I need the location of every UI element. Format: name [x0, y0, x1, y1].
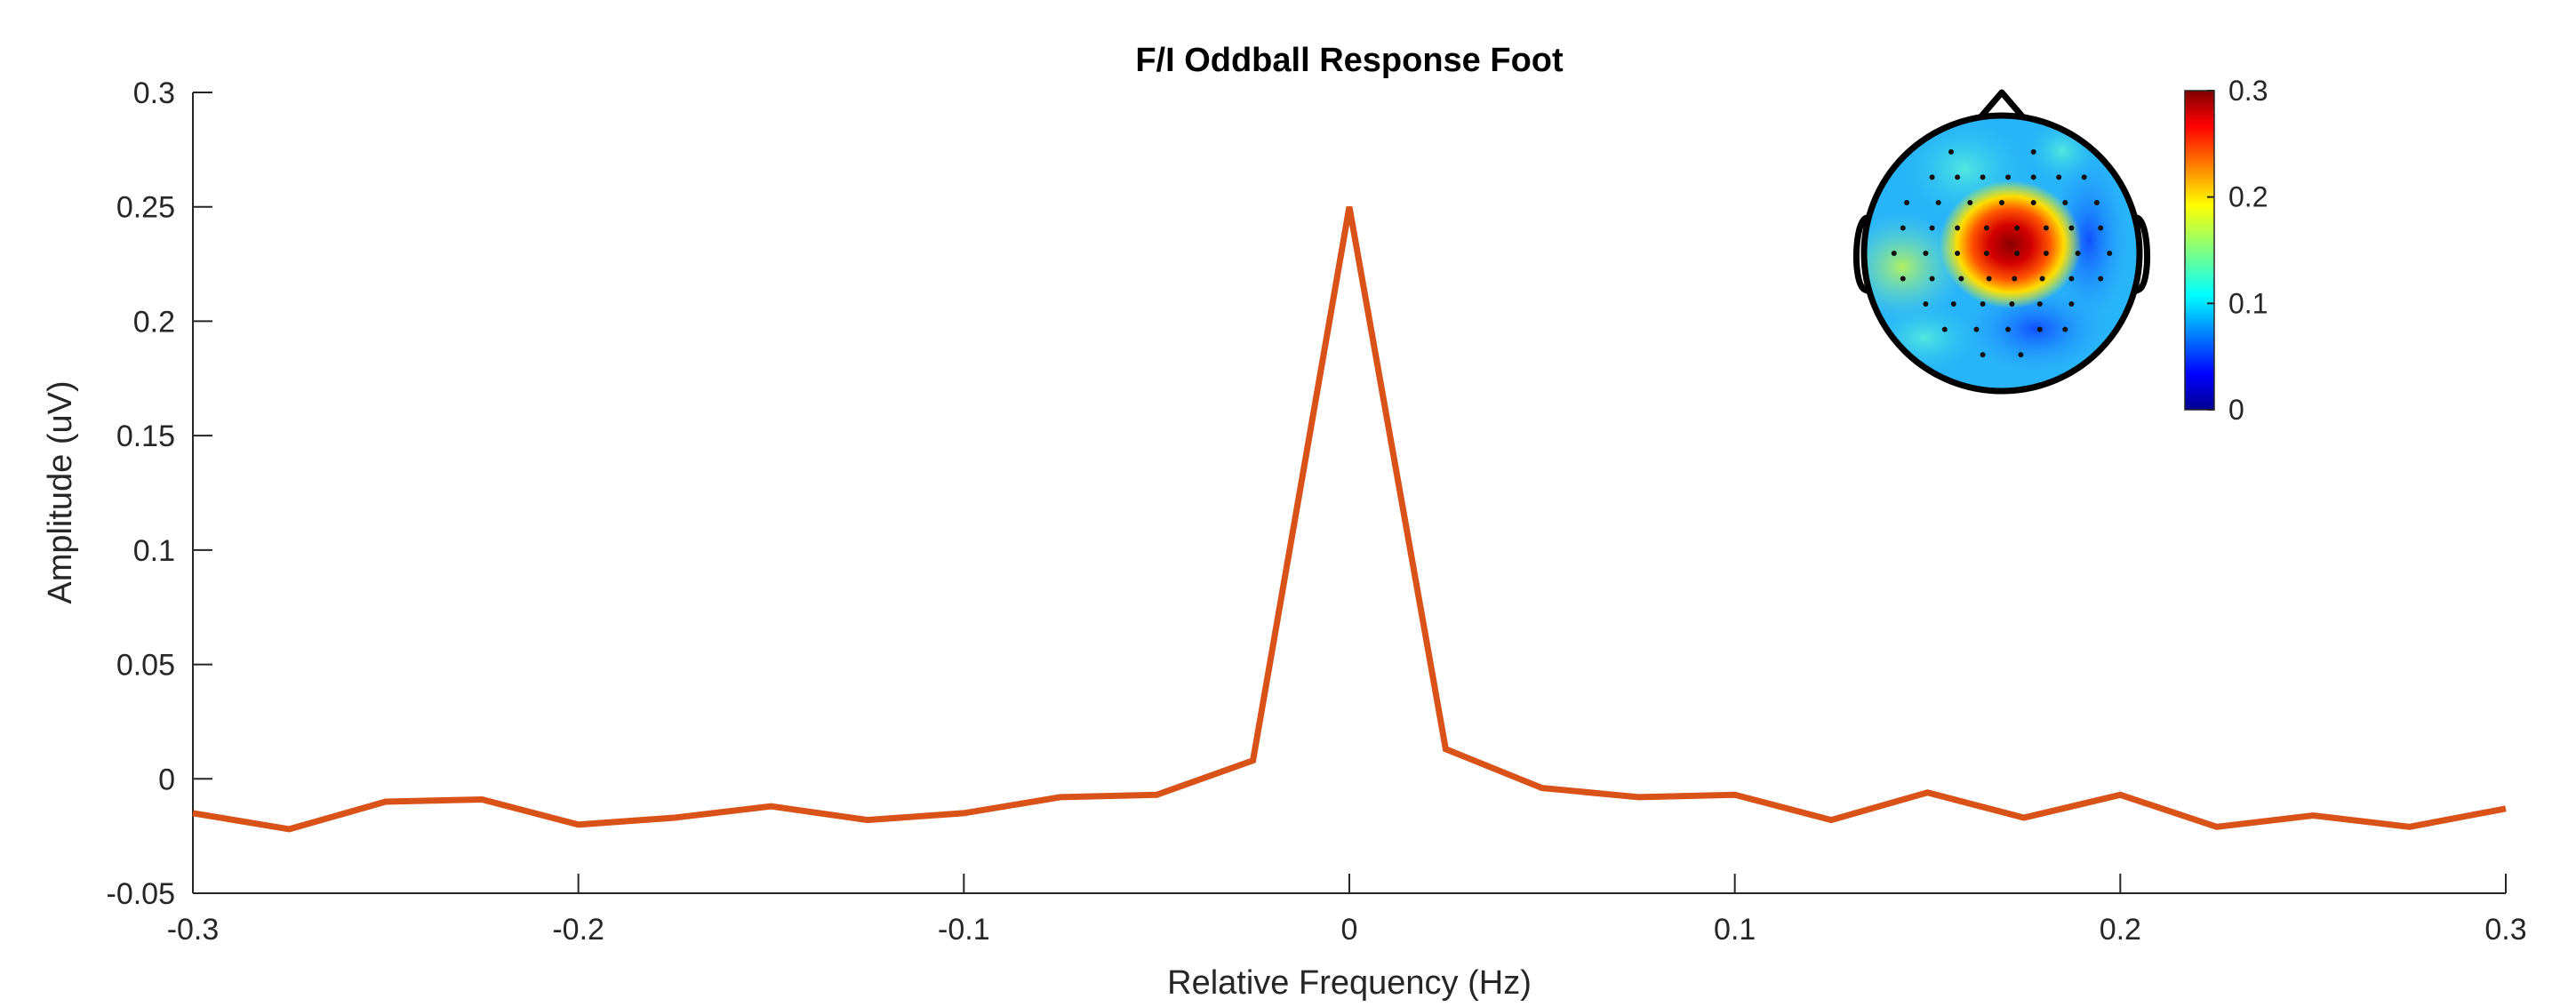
- electrode-dot: [1900, 276, 1906, 282]
- electrode-dot: [2036, 326, 2043, 332]
- head-outline: [1860, 112, 2143, 395]
- electrode-dot: [1955, 225, 1961, 231]
- electrode-dot: [2098, 276, 2104, 282]
- electrode-dot: [2107, 251, 2113, 256]
- electrode-dot: [1923, 251, 1929, 256]
- electrode-dot: [2030, 174, 2036, 180]
- electrode-dot: [1980, 352, 1986, 358]
- electrode-dot: [2062, 326, 2068, 332]
- y-tick-label: 0.25: [116, 191, 175, 225]
- electrode-dot: [2030, 200, 2036, 205]
- x-tick-label: -0.2: [552, 913, 604, 947]
- electrode-markers: [1891, 148, 2113, 358]
- electrode-dot: [2005, 326, 2012, 332]
- x-tick-label: 0: [1341, 913, 1358, 947]
- y-tick-label: 0: [158, 763, 175, 796]
- electrode-dot: [1983, 225, 1989, 231]
- electrode-dot: [2014, 225, 2020, 231]
- y-ticks: -0.05 0 0.05 0.1 0.15 0.2 0.25 0.3: [107, 76, 212, 911]
- series-line-0: [192, 206, 2507, 833]
- x-tick-label: 0.1: [1714, 913, 1756, 947]
- electrode-dot: [1980, 174, 1986, 180]
- electrode-dot: [1891, 251, 1897, 256]
- electrode-dot: [2062, 200, 2068, 205]
- electrode-dot: [2036, 301, 2043, 307]
- electrode-dot: [2005, 174, 2012, 180]
- x-tick-label: 0.3: [2484, 913, 2526, 947]
- y-tick-label: 0.3: [133, 76, 175, 110]
- electrode-dot: [2012, 276, 2018, 282]
- electrode-dot: [2056, 174, 2062, 180]
- colorbar-tick-label: 0.3: [2228, 75, 2268, 107]
- colorbar-ticks: 0 0.1 0.2 0.3: [2207, 75, 2268, 426]
- electrode-dot: [2068, 276, 2075, 282]
- x-tick-label: -0.3: [167, 913, 220, 947]
- electrode-dot: [1980, 301, 1986, 307]
- electrode-dot: [1929, 174, 1935, 180]
- electrode-dot: [2098, 225, 2104, 231]
- electrode-dot: [2093, 200, 2100, 205]
- x-axis-title: Relative Frequency (Hz): [1167, 964, 1532, 1002]
- electrode-dot: [2009, 301, 2015, 307]
- electrode-dot: [1986, 276, 1992, 282]
- electrode-dot: [1948, 148, 1954, 155]
- electrode-dot: [1900, 225, 1906, 231]
- electrode-dot: [2039, 276, 2045, 282]
- y-tick-label: 0.05: [116, 649, 175, 683]
- electrode-dot: [1929, 225, 1935, 231]
- x-ticks: -0.3 -0.2 -0.1 0 0.1 0.2 0.3: [167, 874, 2527, 947]
- electrode-dot: [2030, 148, 2036, 155]
- y-tick-label: 0.1: [133, 534, 175, 568]
- y-tick-label: 0.15: [116, 420, 175, 453]
- y-tick-label: 0.2: [133, 305, 175, 339]
- electrode-dot: [1955, 251, 1961, 256]
- electrode-dot: [1904, 200, 1910, 205]
- electrode-dot: [2018, 352, 2024, 358]
- electrode-dot: [1967, 200, 1973, 205]
- electrode-dot: [2068, 301, 2075, 307]
- colorbar-tick-label: 0: [2228, 394, 2244, 426]
- y-tick-label: -0.05: [107, 877, 176, 911]
- x-tick-label: 0.2: [2100, 913, 2141, 947]
- colorbar-gradient: [2184, 90, 2215, 411]
- electrode-dot: [2043, 225, 2049, 231]
- colorbar-tick-label: 0.1: [2228, 287, 2268, 319]
- colorbar-tick-label: 0.2: [2228, 181, 2268, 213]
- y-axis-title: Amplitude (uV): [42, 380, 79, 603]
- electrode-dot: [1941, 326, 1948, 332]
- electrode-dot: [1973, 326, 1980, 332]
- axes: -0.3 -0.2 -0.1 0 0.1 0.2 0.3 -0.05 0 0.05 0.1 0.15…: [107, 76, 2527, 947]
- electrode-dot: [2081, 174, 2087, 180]
- electrode-dot: [1999, 200, 2004, 205]
- electrode-dot: [1955, 174, 1961, 180]
- nose-shape: [1978, 89, 2026, 120]
- chart-title: F/I Oddball Response Foot: [1135, 42, 1564, 79]
- series-layer: [192, 206, 2507, 833]
- electrode-dot: [2068, 225, 2075, 231]
- electrode-dot: [2043, 251, 2049, 256]
- electrode-dot: [2075, 251, 2081, 256]
- colorbar: 0 0.1 0.2 0.3: [2184, 75, 2268, 426]
- electrode-dot: [1958, 276, 1964, 282]
- electrode-dot: [1950, 301, 1956, 307]
- electrode-dot: [2014, 251, 2020, 256]
- electrode-dot: [1929, 276, 1935, 282]
- electrode-dot: [1935, 200, 1941, 205]
- scalp-topography-inset: [1852, 89, 2151, 395]
- x-tick-label: -0.1: [938, 913, 990, 947]
- topography-map: [1864, 116, 2140, 391]
- electrode-dot: [1983, 251, 1989, 256]
- electrode-dot: [1923, 301, 1929, 307]
